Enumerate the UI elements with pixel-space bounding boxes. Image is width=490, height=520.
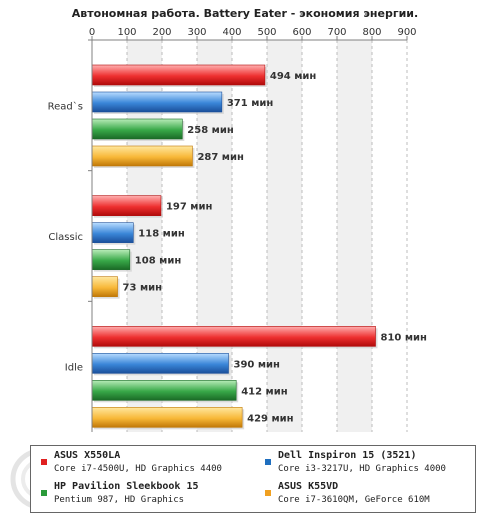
category-label: Idle: [65, 363, 83, 374]
bar-value-label: 73 мин: [123, 283, 163, 294]
legend-spec: Core i3-3217U, HD Graphics 4000: [278, 464, 446, 474]
bar: [91, 222, 134, 243]
x-tick-label: 400: [222, 27, 241, 38]
bar: [91, 326, 376, 347]
bar-value-label: 258 мин: [187, 125, 234, 136]
category-label: Read`s: [48, 100, 83, 112]
legend-spec: Core i7-3610QM, GeForce 610M: [278, 495, 430, 505]
x-tick-label: 600: [292, 27, 311, 38]
bar: [91, 195, 162, 216]
chart-title: Автономная работа. Battery Eater - эконо…: [72, 7, 418, 20]
plot-band: [267, 40, 302, 432]
legend-name: ASUS X550LA: [54, 450, 121, 461]
x-tick-label: 200: [152, 27, 171, 38]
category-label: Classic: [48, 232, 83, 243]
bar-value-label: 118 мин: [138, 229, 185, 240]
bar: [91, 249, 131, 270]
x-tick-label: 100: [117, 27, 136, 38]
legend-swatch: [41, 490, 47, 496]
bar-value-label: 494 мин: [270, 71, 317, 82]
bar-value-label: 197 мин: [166, 202, 213, 213]
bar: [91, 64, 266, 86]
bars: [91, 64, 378, 430]
bar: [91, 145, 193, 167]
chart: 494 мин 371 мин 258 мин 287 мин 197 мин 118 м…: [48, 7, 427, 432]
bar: [91, 118, 183, 140]
x-axis-ticks: 0 100 200 300 400 500 600 700 800 900: [89, 27, 417, 432]
x-tick-label: 300: [187, 27, 206, 38]
bar-value-label: 412 мин: [241, 386, 288, 397]
bar-value-label: 810 мин: [381, 332, 428, 343]
legend-spec: Core i7-4500U, HD Graphics 4400: [54, 464, 222, 474]
legend: ASUS X550LA Core i7-4500U, HD Graphics 4…: [30, 445, 476, 513]
legend-name: Dell Inspiron 15 (3521): [278, 450, 417, 461]
bar-value-label: 390 мин: [234, 359, 281, 370]
bar-value-label: 287 мин: [197, 152, 244, 163]
bar-labels: 494 мин 371 мин 258 мин 287 мин 197 мин 118 м…: [123, 71, 427, 424]
x-tick-label: 800: [362, 27, 381, 38]
category-labels: Read`s Classic Idle: [48, 39, 92, 374]
plot-band: [337, 40, 372, 432]
bar-value-label: 108 мин: [135, 256, 182, 267]
legend-swatch: [265, 490, 271, 496]
legend-spec: Pentium 987, HD Graphics: [54, 495, 185, 505]
bar-value-label: 429 мин: [247, 413, 294, 424]
legend-swatch: [41, 459, 47, 465]
legend-swatch: [265, 459, 271, 465]
bar: [91, 91, 223, 113]
x-tick-label: 900: [397, 27, 416, 38]
bar: [91, 380, 237, 401]
x-tick-label: 700: [327, 27, 346, 38]
bar: [91, 407, 243, 428]
bar-value-label: 371 мин: [227, 98, 274, 109]
x-tick-label: 500: [257, 27, 276, 38]
legend-name: HP Pavilion Sleekbook 15: [54, 481, 199, 492]
bar: [91, 353, 229, 374]
x-tick-label: 0: [89, 27, 95, 38]
bar: [91, 276, 118, 297]
legend-name: ASUS K55VD: [278, 481, 339, 492]
